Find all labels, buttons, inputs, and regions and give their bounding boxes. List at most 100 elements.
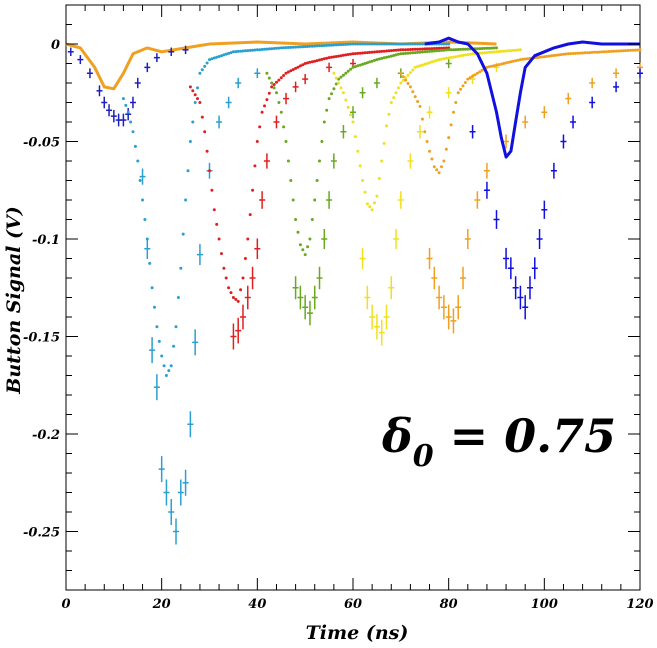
- data-point: [208, 169, 211, 173]
- data-point: [231, 296, 235, 299]
- data-point: [310, 44, 314, 48]
- data-point: [387, 42, 391, 46]
- data-point: [260, 110, 264, 114]
- data-point: [157, 339, 161, 343]
- data-point: [449, 48, 453, 52]
- data-point: [473, 73, 477, 77]
- data-point: [394, 53, 398, 57]
- data-point: [401, 78, 405, 82]
- axes: 0 20 40 60 80 100 120 0 -0.05 -0.1 -0.15 -0.2 -0.25: [23, 4, 654, 612]
- data-point: [267, 91, 271, 95]
- data-point: [456, 91, 460, 95]
- data-point: [377, 50, 381, 54]
- data-point: [413, 65, 417, 69]
- y-tick-label: -0.2: [32, 428, 60, 443]
- data-point: [593, 50, 597, 54]
- data-point: [468, 76, 472, 80]
- data-point: [480, 51, 484, 55]
- data-point: [416, 65, 420, 69]
- data-point: [466, 77, 470, 81]
- data-point: [121, 97, 125, 101]
- data-point: [597, 50, 601, 54]
- data-point: [224, 52, 228, 56]
- data-point: [308, 237, 312, 241]
- data-point: [461, 84, 465, 88]
- data-point: [222, 53, 226, 57]
- data-point: [337, 81, 341, 85]
- x-tick-label: 0: [61, 597, 70, 612]
- data-point: [253, 164, 257, 168]
- data-point: [406, 73, 410, 77]
- data-point: [196, 86, 199, 90]
- series-7: [292, 58, 452, 326]
- data-point: [521, 57, 525, 61]
- data-point: [143, 218, 147, 221]
- data-point: [277, 101, 281, 104]
- data-point: [382, 141, 386, 145]
- data-point: [404, 76, 408, 80]
- data-point: [406, 82, 410, 85]
- data-point: [339, 75, 343, 79]
- data-point: [255, 140, 259, 143]
- data-point: [344, 98, 348, 102]
- series-1: [67, 45, 189, 127]
- data-point: [437, 49, 441, 53]
- data-point: [420, 47, 424, 51]
- x-tick-label: 80: [440, 597, 458, 612]
- data-point: [382, 56, 386, 60]
- data-point: [504, 61, 508, 65]
- data-point: [215, 55, 219, 59]
- data-point: [428, 49, 431, 53]
- data-point: [408, 85, 412, 89]
- data-point: [468, 52, 472, 56]
- data-point: [389, 54, 393, 58]
- data-point: [382, 49, 386, 53]
- data-point: [401, 48, 405, 52]
- data-point: [337, 43, 341, 47]
- data-point: [361, 179, 365, 182]
- data-point: [363, 42, 367, 46]
- data-point: [396, 48, 400, 52]
- data-point: [289, 45, 293, 49]
- data-point: [341, 43, 345, 46]
- data-point: [428, 149, 431, 153]
- data-point: [440, 165, 443, 169]
- data-point: [401, 75, 405, 79]
- y-tick-label: -0.05: [23, 136, 60, 151]
- data-point: [399, 48, 403, 52]
- data-point: [294, 45, 298, 49]
- data-point: [198, 101, 202, 104]
- data-point: [368, 205, 372, 209]
- data-point: [227, 51, 231, 55]
- data-point: [318, 44, 321, 48]
- data-point: [358, 164, 362, 168]
- data-point: [303, 253, 307, 257]
- data-point: [339, 43, 343, 47]
- data-point: [382, 42, 386, 46]
- data-point: [490, 64, 494, 68]
- data-point: [358, 51, 362, 55]
- data-point: [272, 47, 276, 50]
- data-point: [449, 56, 453, 59]
- data-point: [368, 50, 372, 54]
- data-point: [478, 47, 482, 51]
- data-point: [334, 76, 338, 80]
- data-point: [358, 42, 362, 46]
- data-point: [595, 50, 599, 54]
- data-point: [339, 86, 343, 90]
- x-tick-label: 60: [344, 597, 362, 612]
- series-12: [424, 36, 640, 159]
- data-point: [229, 51, 233, 55]
- data-point: [497, 63, 501, 67]
- data-point: [344, 42, 348, 46]
- data-point: [306, 245, 310, 249]
- data-point: [631, 48, 635, 52]
- series-8: [332, 48, 522, 212]
- data-point: [432, 165, 436, 169]
- data-point: [396, 42, 400, 46]
- series-0: [65, 40, 497, 91]
- data-point: [298, 243, 302, 247]
- data-point: [346, 69, 350, 73]
- data-point: [509, 60, 513, 64]
